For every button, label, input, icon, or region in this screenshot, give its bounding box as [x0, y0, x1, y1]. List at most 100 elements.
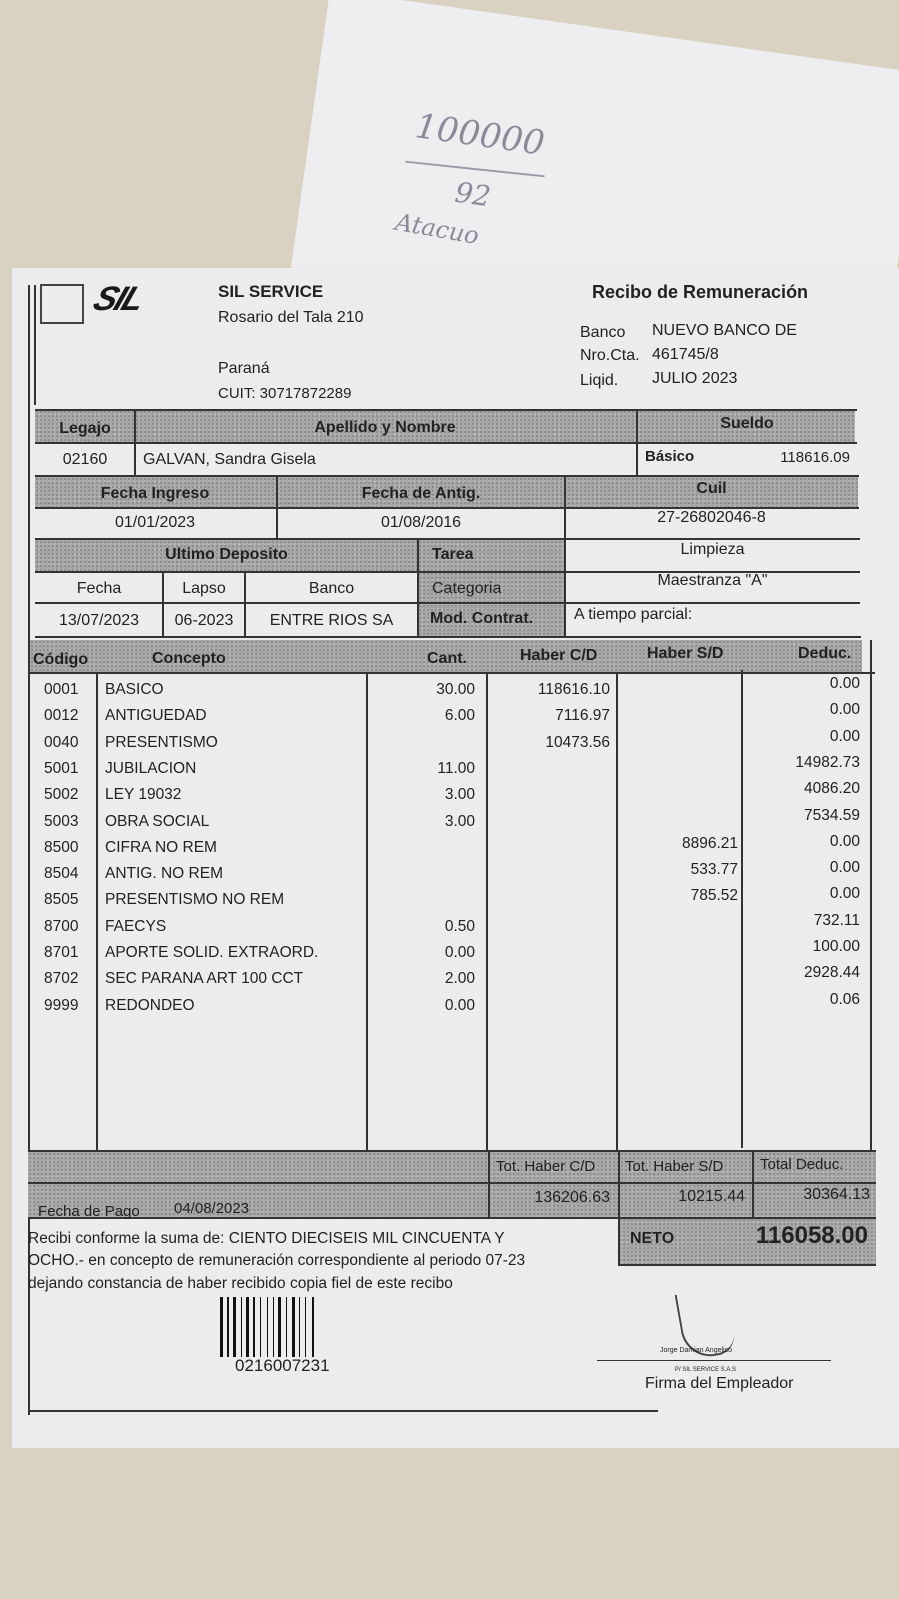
row-quantity: 3.00: [444, 786, 475, 804]
category-value: Maestranza "A": [657, 572, 768, 589]
row-quantity: 0.50: [444, 917, 475, 935]
salary-label: Sueldo: [720, 415, 774, 432]
row-deduction: 0.00: [829, 701, 860, 719]
company-name: SIL SERVICE: [218, 282, 324, 301]
company-city: Paraná: [218, 360, 270, 377]
divider: [35, 602, 860, 604]
document-title: Recibo de Remuneración: [592, 282, 809, 302]
row-haber-sd: 533.77: [690, 861, 738, 879]
row-haber-sd: 8896.21: [681, 834, 738, 852]
total-haber-cd: 136206.63: [534, 1189, 610, 1206]
row-code: 5003: [44, 812, 79, 830]
deposit-period-value: 06-2023: [174, 612, 234, 629]
hire-date-label: Fecha Ingreso: [100, 485, 210, 502]
row-haber-sd: 785.52: [690, 887, 738, 905]
row-haber-cd: 7116.97: [555, 707, 610, 725]
row-deduction: 0.06: [829, 990, 860, 1008]
row-deduction: 2928.44: [803, 964, 860, 982]
basic-label: Básico: [645, 448, 695, 465]
row-concept: BASICO: [105, 681, 164, 698]
row-concept: CIFRA NO REM: [105, 838, 217, 856]
seniority-date-value: 01/08/2016: [380, 514, 462, 531]
bank-name: NUEVO BANCO DE: [652, 322, 797, 339]
divider: [741, 670, 743, 1148]
row-code: 8700: [44, 917, 79, 935]
barcode-bar: [233, 1297, 236, 1357]
deposit-bank-value: ENTRE RIOS SA: [269, 612, 394, 629]
divider: [96, 673, 98, 1163]
divider: [276, 477, 278, 539]
divider: [488, 1152, 490, 1218]
task-value: Limpieza: [680, 541, 745, 558]
divider: [417, 540, 419, 637]
barcode-bar: [241, 1297, 242, 1357]
divider: [35, 409, 857, 411]
divider: [244, 572, 246, 637]
barcode-bar: [220, 1297, 223, 1357]
row-concept: JUBILACION: [105, 759, 197, 777]
row-code: 8504: [44, 865, 79, 883]
concepts-header-band: [30, 640, 862, 673]
row-quantity: 6.00: [444, 707, 475, 725]
divider: [35, 538, 860, 540]
row-quantity: 2.00: [444, 970, 475, 988]
total-deductions: 30364.13: [803, 1186, 870, 1203]
contract-mode-value: A tiempo parcial:: [574, 606, 693, 623]
row-deduction: 14982.73: [795, 753, 860, 771]
row-concept: PRESENTISMO NO REM: [105, 891, 285, 909]
haber-sd-header: Haber S/D: [647, 645, 724, 662]
row-concept: APORTE SOLID. EXTRAORD.: [105, 944, 319, 961]
signature-name: Jorge Damian Angelico: [660, 1347, 732, 1354]
net-amount: 116058.00: [755, 1222, 868, 1249]
row-concept: FAECYS: [105, 917, 167, 935]
total-deductions-label: Total Deduc.: [760, 1156, 844, 1173]
row-code: 0012: [44, 707, 79, 725]
deposit-period-label: Lapso: [182, 580, 226, 597]
divider: [35, 507, 859, 509]
header-band: [35, 477, 858, 507]
row-quantity: 0.00: [444, 944, 475, 961]
company-address: Rosario del Tala 210: [218, 309, 364, 326]
company-seal-icon: [40, 284, 84, 324]
row-deduction: 0.00: [829, 727, 860, 745]
totals-band: [28, 1152, 876, 1218]
cuil-value: 27-26802046-8: [657, 509, 766, 526]
legajo-value: 02160: [62, 451, 108, 468]
deposit-date-label: Fecha: [76, 580, 122, 597]
divider: [35, 475, 859, 477]
net-label: NETO: [630, 1230, 675, 1247]
divider: [30, 672, 875, 674]
total-haber-sd: 10215.44: [678, 1188, 745, 1205]
receipt-text-line: dejando constancia de haber recibido cop…: [28, 1275, 453, 1292]
row-quantity: 30.00: [436, 681, 475, 698]
deposit-bank-label: Banco: [308, 580, 355, 597]
payment-date-label: Fecha de Pago: [38, 1203, 140, 1220]
hire-date-value: 01/01/2023: [114, 514, 196, 531]
signature-label: Firma del Empleador: [645, 1375, 794, 1392]
divider: [28, 1217, 876, 1219]
row-quantity: 0.00: [444, 996, 475, 1014]
row-concept: REDONDEO: [105, 996, 195, 1014]
barcode-bar: [278, 1297, 281, 1357]
divider: [870, 640, 872, 1150]
divider: [35, 442, 857, 444]
row-code: 9999: [44, 996, 79, 1014]
row-code: 0001: [44, 681, 79, 698]
divider: [35, 571, 860, 573]
divider: [616, 673, 618, 1150]
account-label: Nro.Cta.: [580, 347, 640, 364]
net-band: [618, 1218, 876, 1264]
row-concept: PRESENTISMO: [105, 733, 218, 751]
row-deduction: 0.00: [829, 859, 860, 877]
row-deduction: 0.00: [829, 885, 860, 903]
liquidation-period: JULIO 2023: [652, 370, 738, 387]
row-deduction: 0.00: [829, 832, 860, 850]
barcode-bar: [312, 1297, 314, 1357]
employee-name: GALVAN, Sandra Gisela: [143, 451, 316, 468]
row-code: 8505: [44, 891, 79, 909]
receipt-text-line: Recibi conforme la suma de: CIENTO DIECI…: [28, 1230, 505, 1247]
barcode-bar: [246, 1297, 249, 1357]
row-haber-cd: 10473.56: [545, 733, 610, 751]
divider: [618, 1152, 620, 1264]
divider: [752, 1152, 754, 1218]
